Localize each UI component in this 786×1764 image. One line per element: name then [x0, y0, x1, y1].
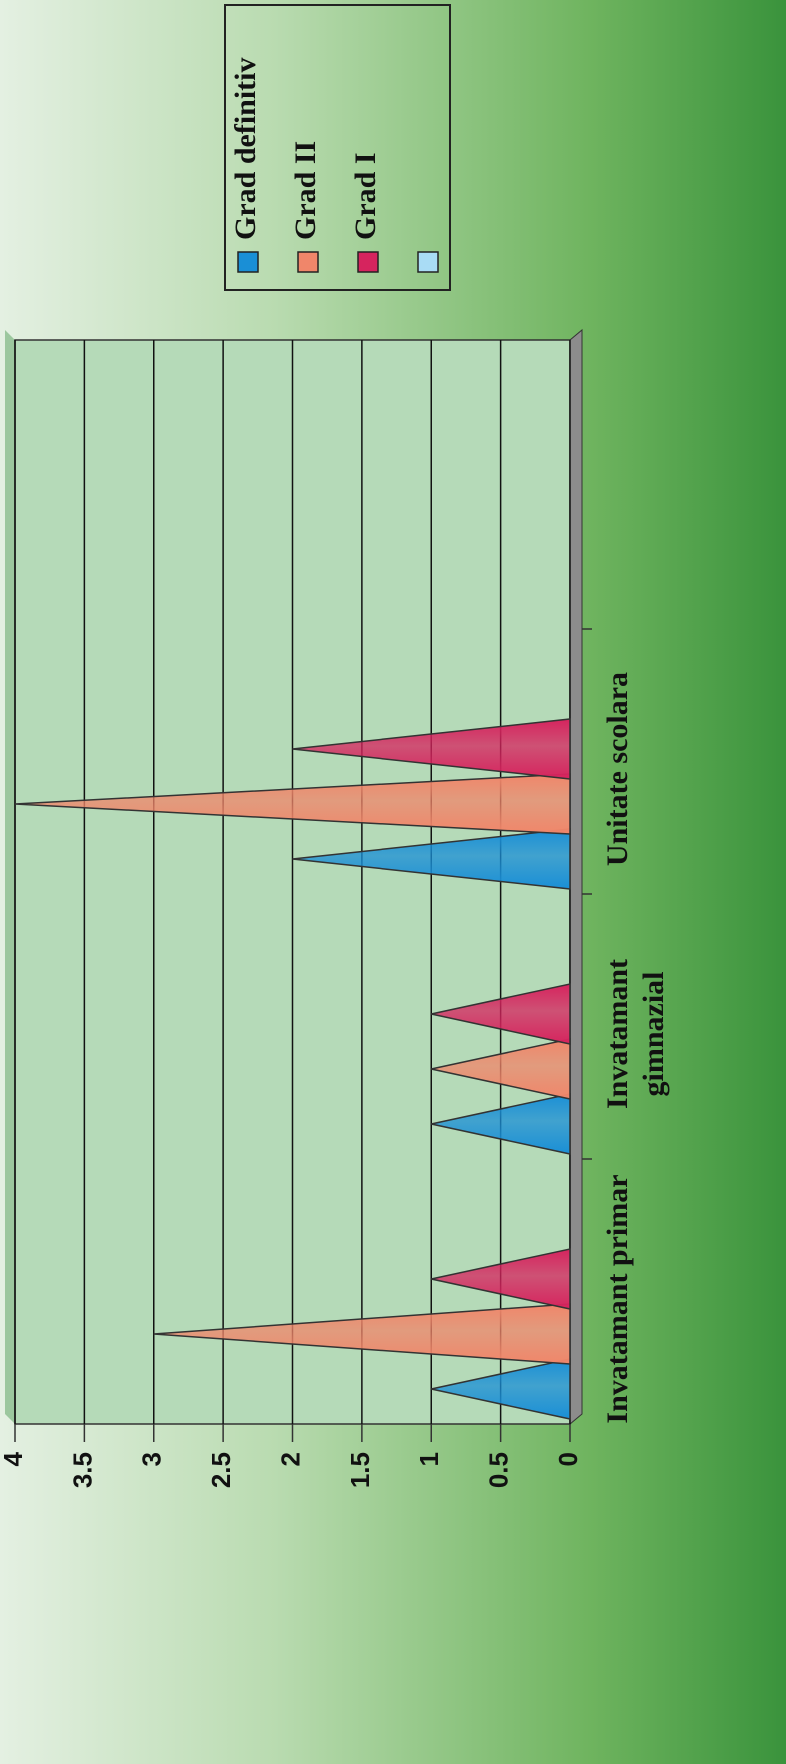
x-tick-label: Invatamant primar: [601, 1174, 634, 1424]
y-tick-label: 2.5: [206, 1452, 236, 1488]
plot-top-edge: [5, 330, 15, 1424]
cone: [14, 773, 571, 835]
legend-label: Grad I: [349, 152, 382, 240]
cone: [431, 1093, 571, 1155]
category-box: Unitate scolara: [601, 671, 634, 867]
cone: [431, 1248, 571, 1310]
category-box: Invatamant gimnazial: [601, 959, 670, 1110]
y-tick-label: 1.5: [345, 1452, 375, 1488]
legend-swatch: [237, 251, 259, 273]
y-tick-label: 0.5: [484, 1452, 514, 1488]
cone: [292, 718, 571, 780]
legend-swatch: [357, 251, 379, 273]
legend-label: Grad definitiv: [229, 57, 262, 240]
x-tick-label: Unitate scolara: [601, 671, 634, 867]
category-box: Invatamant primar: [601, 1174, 634, 1424]
cone: [431, 1358, 571, 1420]
legend-swatch: [417, 251, 439, 273]
rotated-chart: 0 0.5 1 1.5 2 2.5 3 3.5 4 Invatamant primar Invata…: [0, 4, 670, 1488]
plot-floor: [569, 328, 583, 1426]
y-tick-label: 1: [414, 1452, 444, 1466]
cone: [431, 1038, 571, 1100]
cone: [431, 983, 571, 1045]
x-tick-label: Invatamant gimnazial: [601, 959, 670, 1110]
y-tick-label: 3: [137, 1452, 167, 1466]
y-tick-label: 0: [553, 1452, 583, 1466]
y-tick-label: 3.5: [67, 1452, 97, 1488]
legend-label: Grad II: [289, 141, 322, 240]
y-tick-label: 4: [0, 1451, 28, 1466]
cone: [153, 1303, 571, 1365]
legend-box: [224, 4, 451, 291]
cone: [292, 828, 571, 890]
legend-swatch: [297, 251, 319, 273]
y-tick-label: 2: [275, 1452, 305, 1466]
